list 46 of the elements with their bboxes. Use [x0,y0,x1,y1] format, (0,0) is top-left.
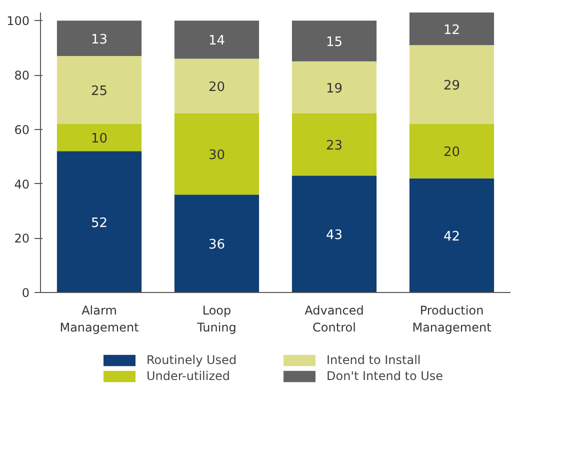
data-label: 36 [208,238,226,253]
bar [409,178,494,292]
bar [56,20,142,56]
bar [292,113,377,176]
x-tick-label: Advanced Control [304,304,364,334]
y-tick-label: 0 [22,286,30,300]
bar [292,61,377,114]
data-label: 52 [90,216,108,231]
y-tick-label: 20 [14,232,30,246]
bar [409,45,494,124]
bar [292,20,377,62]
bar [409,124,494,178]
bar [56,151,142,292]
data-label: 42 [443,229,460,244]
legend-label: Don't Intend to Use [326,369,444,383]
bar [409,12,494,46]
x-tick-label: Alarm Management [60,304,140,334]
bar [174,58,260,114]
data-label: 20 [208,80,226,95]
data-label: 23 [326,138,343,154]
y-tick-label: 40 [14,177,30,192]
bar [174,113,260,195]
data-label: 14 [208,34,226,49]
y-tick-label: 60 [14,122,30,137]
data-label: 43 [326,228,343,244]
data-label: 30 [208,148,226,163]
data-label: 20 [443,145,460,160]
data-label: 13 [90,32,108,48]
bar [174,194,260,292]
data-label: 15 [326,35,343,50]
data-label: 19 [326,81,343,96]
data-label: 25 [90,84,108,99]
data-label: 29 [443,78,460,94]
legend-label: Intend to Install [326,353,422,367]
x-tick-label: Loop Tuning [196,304,236,334]
bar [56,56,142,124]
data-label: 10 [90,132,108,147]
bar [292,176,377,292]
y-tick-label: 80 [14,68,30,83]
legend-label: Under-utilized [146,369,231,383]
bar [56,124,142,152]
bar [174,20,260,59]
legend-label: Routinely Used [146,353,238,367]
x-tick-label: Production Management [412,304,492,334]
data-label: 12 [443,22,460,38]
y-tick-label: 100 [6,14,30,28]
